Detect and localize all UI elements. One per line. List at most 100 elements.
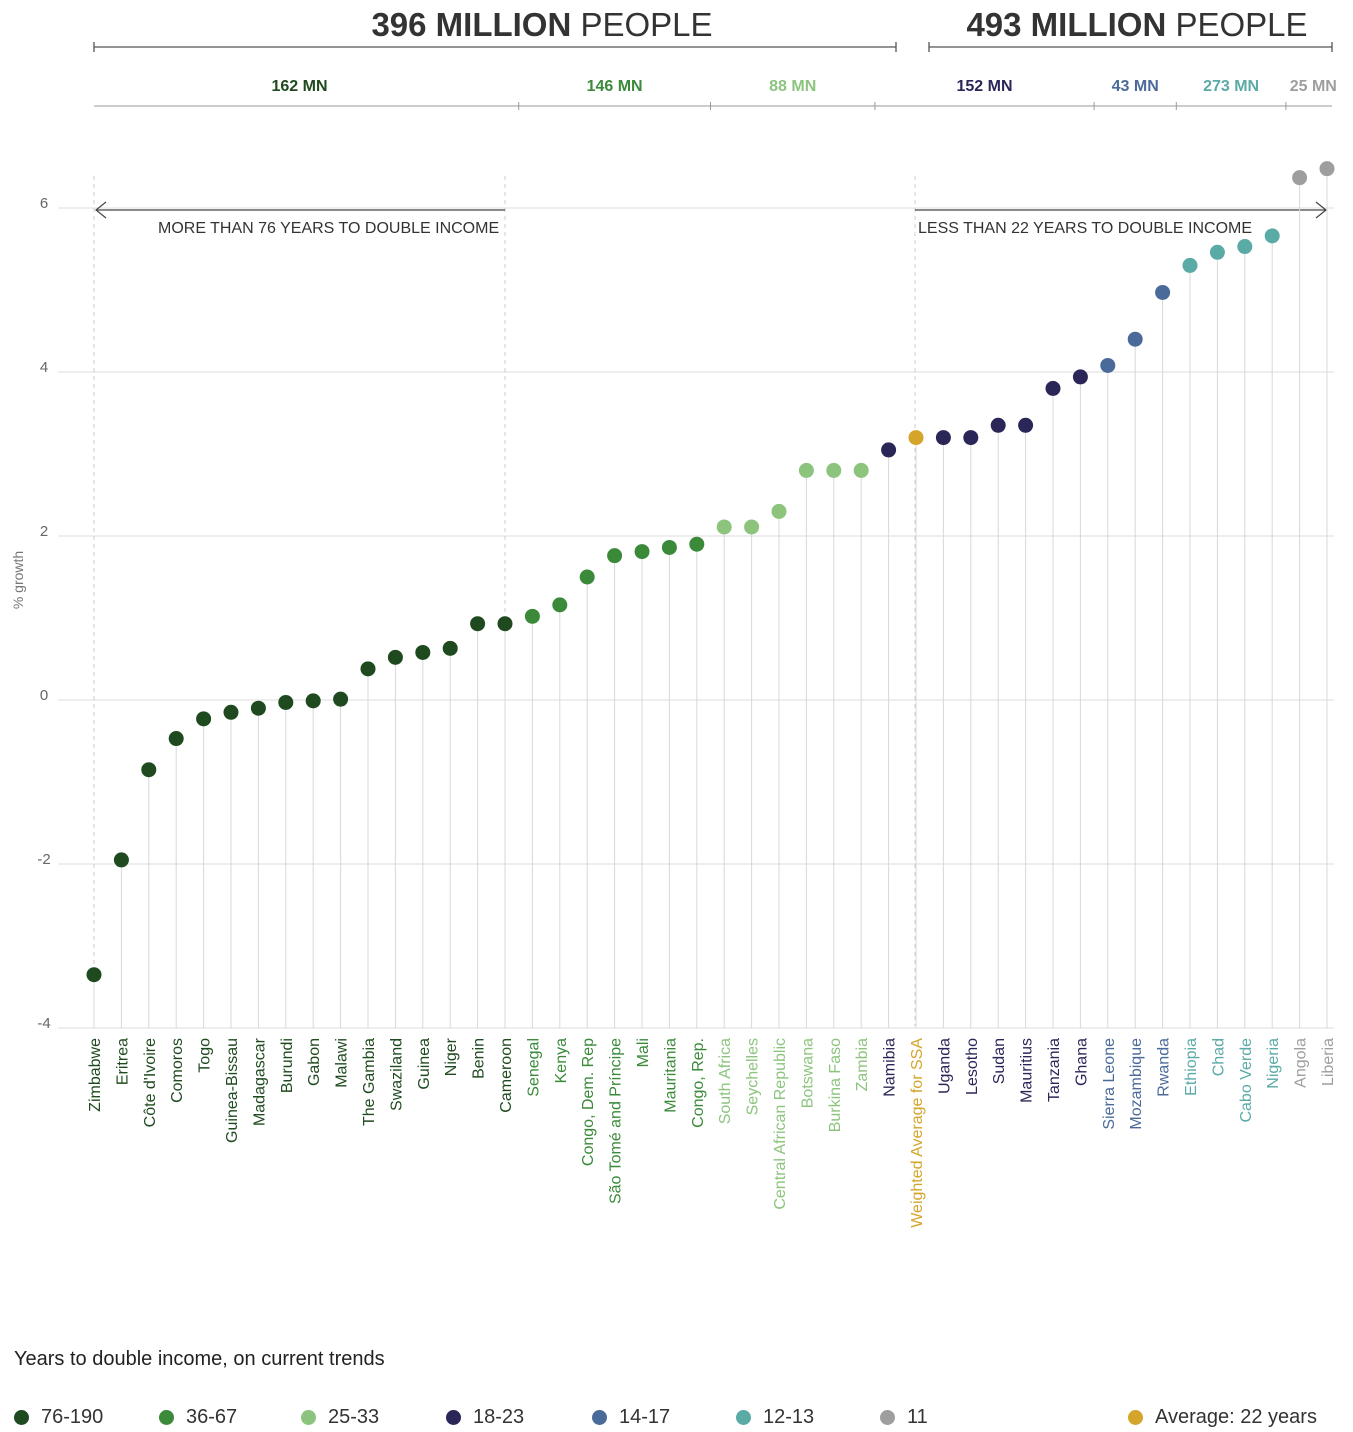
x-tick-label: Madagascar (251, 1037, 268, 1126)
data-point (853, 462, 869, 478)
data-point (524, 608, 540, 624)
data-point (908, 430, 924, 446)
legend-label: 14-17 (619, 1406, 671, 1428)
data-point (1182, 257, 1198, 273)
legend-label: 12-13 (763, 1406, 815, 1428)
data-point (1100, 357, 1116, 373)
data-point (415, 644, 431, 660)
data-point (86, 967, 102, 983)
x-tick-label: Uganda (936, 1038, 953, 1094)
legend-swatch (159, 1410, 174, 1425)
legend-item: 12-13 (736, 1406, 814, 1429)
legend-swatch (880, 1410, 895, 1425)
population-label: 146 MN (587, 78, 643, 95)
x-tick-label: Mali (635, 1038, 652, 1067)
x-tick-label: Mozambique (1128, 1038, 1145, 1130)
population-label: 273 MN (1203, 78, 1259, 95)
left-population-header: 396 MILLION PEOPLE (371, 6, 712, 43)
legend-swatch (736, 1410, 751, 1425)
y-tick-label: 2 (40, 523, 48, 540)
threshold-markers (93, 176, 1327, 1026)
population-label: 43 MN (1112, 78, 1159, 95)
legend-item: 18-23 (446, 1406, 524, 1429)
data-point (333, 691, 349, 707)
data-point (387, 649, 403, 665)
data-point (661, 539, 677, 555)
data-point (716, 519, 732, 535)
population-label: 25 MN (1290, 78, 1337, 95)
legend-item: 25-33 (301, 1406, 379, 1429)
annotation-slow: MORE THAN 76 YEARS TO DOUBLE INCOME (158, 220, 499, 237)
legend-swatch (592, 1410, 607, 1425)
right-population-header: 493 MILLION PEOPLE (966, 6, 1307, 43)
legend: Years to double income, on current trend… (14, 1346, 1334, 1432)
y-axis-label: % growth (10, 551, 26, 609)
x-tick-label: Chad (1210, 1038, 1227, 1076)
x-tick-label: Ghana (1073, 1038, 1090, 1086)
x-tick-label: Weighted Average for SSA (909, 1038, 926, 1228)
legend-swatch (446, 1410, 461, 1425)
x-tick-label: Congo, Rep. (690, 1038, 707, 1128)
data-point (1155, 284, 1171, 300)
legend-title: Years to double income, on current trend… (14, 1348, 385, 1370)
data-point (497, 616, 513, 632)
x-tick-label: Côte d'Ivoire (142, 1038, 159, 1127)
x-tick-label: Liberia (1320, 1038, 1337, 1086)
data-point (1264, 228, 1280, 244)
x-tick-label: Rwanda (1156, 1038, 1173, 1097)
legend-swatch (1128, 1410, 1143, 1425)
y-tick-label: 6 (40, 195, 48, 212)
x-tick-label: Burundi (279, 1038, 296, 1093)
annotation-fast: LESS THAN 22 YEARS TO DOUBLE INCOME (918, 220, 1252, 237)
x-tick-label: Ethiopia (1183, 1038, 1200, 1096)
x-tick-label: Central African Republic (772, 1038, 789, 1210)
data-point (168, 731, 184, 747)
data-point (963, 430, 979, 446)
legend-item: 11 (880, 1406, 928, 1429)
data-point (881, 442, 897, 458)
data-point (305, 693, 321, 709)
data-point (442, 640, 458, 656)
data-point (744, 519, 760, 535)
x-tick-label: Mauritius (1019, 1038, 1036, 1103)
data-point (1045, 380, 1061, 396)
data-point (935, 430, 951, 446)
x-tick-label: São Tomé and Príncipe (608, 1038, 625, 1204)
x-tick-label: Botswana (799, 1038, 816, 1108)
x-tick-label: The Gambia (361, 1038, 378, 1126)
grid (58, 207, 1334, 1029)
x-tick-label: Malawi (334, 1038, 351, 1088)
data-point (470, 616, 486, 632)
data-point (1072, 369, 1088, 385)
population-label: 162 MN (271, 78, 327, 95)
legend-item: 36-67 (159, 1406, 237, 1429)
population-label: 88 MN (769, 78, 816, 95)
legend-label: 25-33 (328, 1406, 380, 1428)
data-point (634, 544, 650, 560)
data-point (1237, 239, 1253, 255)
data-point (360, 661, 376, 677)
x-tick-label: Seychelles (745, 1038, 762, 1115)
data-point (826, 462, 842, 478)
left-population-header-light: PEOPLE (580, 6, 712, 43)
left-population-header-bold: 396 MILLION (371, 6, 571, 43)
x-tick-label: Guinea-Bissau (224, 1038, 241, 1143)
legend-label: 18-23 (473, 1406, 525, 1428)
x-tick-label: Zimbabwe (87, 1038, 104, 1112)
data-point (196, 711, 212, 727)
data-point (552, 597, 568, 613)
y-tick-label: 0 (40, 687, 48, 704)
x-tick-label: Comoros (169, 1038, 186, 1103)
legend-label: 11 (907, 1406, 928, 1428)
x-tick-label: Tanzania (1046, 1038, 1063, 1102)
x-tick-label: Zambia (854, 1038, 871, 1091)
x-tick-label: Cameroon (498, 1038, 515, 1113)
data-point (579, 569, 595, 585)
legend-swatch (14, 1410, 29, 1425)
legend-item: Average: 22 years (1128, 1406, 1317, 1429)
x-tick-label: Sudan (991, 1038, 1008, 1084)
x-tick-label: Benin (471, 1038, 488, 1079)
x-tick-label: Cabo Verde (1238, 1038, 1255, 1123)
y-tick-label: 4 (40, 359, 48, 376)
x-tick-label: Nigeria (1265, 1038, 1282, 1089)
